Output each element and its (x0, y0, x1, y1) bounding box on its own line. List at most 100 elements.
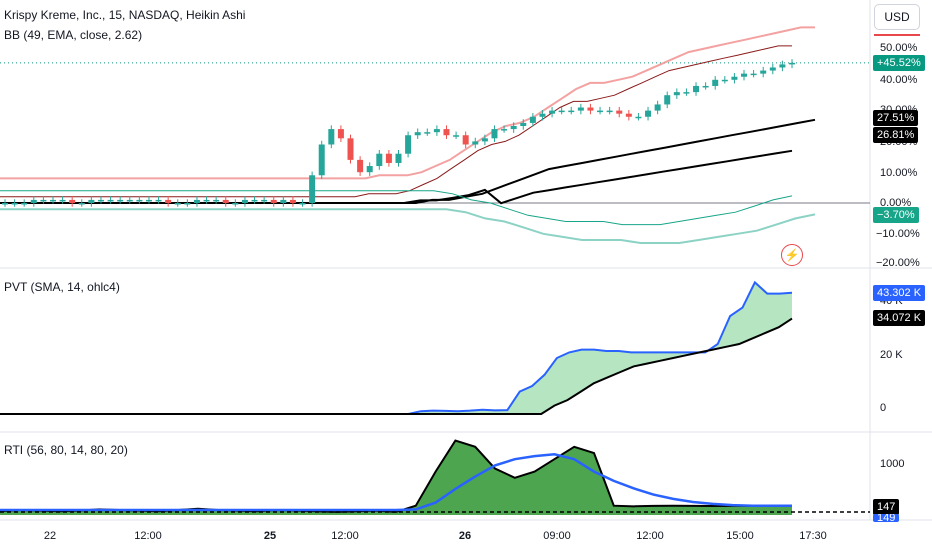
bb-outer-lower-line (0, 208, 816, 244)
x-tick-label: 22 (43, 530, 57, 542)
candle-body (222, 199, 229, 203)
rti-axis-label: 1000 (880, 458, 905, 470)
price-axis-label: 0.00% (880, 197, 912, 209)
candle-body (549, 110, 556, 114)
pvt-signal-line (0, 317, 793, 415)
bb-upper-line (0, 45, 792, 198)
candle-body (424, 132, 431, 134)
candle-body (251, 199, 258, 202)
rti-ma-line (0, 452, 792, 512)
candle-body (645, 110, 652, 117)
candle-body (107, 199, 114, 202)
chart-title: Krispy Kreme, Inc., 15, NASDAQ, Heikin A… (4, 8, 246, 22)
candle-body (289, 199, 296, 203)
candle-body (750, 73, 757, 76)
candle-body (88, 199, 95, 203)
pvt-axis-label: 0 (880, 402, 887, 414)
candle-body (481, 138, 488, 142)
candle-body (654, 104, 661, 111)
rti-value-tag-2: 149 (873, 514, 900, 522)
candle-body (472, 141, 479, 145)
candle-body (779, 64, 786, 68)
pvt-line (0, 280, 793, 415)
x-tick-label: 17:30 (799, 530, 827, 542)
candle-body (683, 92, 690, 94)
candle-body (712, 79, 719, 86)
bb-lower-tag: −3.70% (873, 207, 919, 223)
bb-outer-upper-line (0, 26, 815, 180)
candle-body (270, 199, 277, 203)
candle-body (443, 129, 450, 136)
candle-body (625, 113, 632, 117)
candle-body (261, 199, 268, 202)
price-axis-label: −20.00% (876, 257, 920, 269)
bb-legend[interactable]: BB (49, EMA, close, 2.62) (4, 28, 143, 42)
candle-body (155, 199, 162, 202)
candle-body (299, 203, 306, 205)
pvt-fill-area (0, 282, 792, 414)
candle-body (453, 135, 460, 137)
price-axis-label: 40.00% (880, 74, 918, 86)
x-tick-label: 25 (263, 530, 277, 542)
candle-body (232, 203, 239, 205)
candle-body (97, 199, 104, 202)
candle-body (11, 203, 18, 205)
candle-body (78, 203, 85, 205)
bb-inner-basis-line (0, 149, 793, 205)
candle-body (395, 153, 402, 163)
candle-body (69, 199, 76, 203)
candle-body (126, 199, 133, 202)
candle-body (328, 129, 335, 145)
x-tick-label: 12:00 (134, 530, 162, 542)
candle-body (721, 79, 728, 82)
candle-body (241, 199, 248, 203)
candle-body (366, 166, 373, 173)
candle-body (702, 85, 709, 88)
x-tick-label: 15:00 (726, 530, 754, 542)
candle-body (568, 110, 575, 113)
candle-body (347, 138, 354, 160)
candle-body (510, 126, 517, 130)
candle-body (529, 116, 536, 123)
rti-legend[interactable]: RTI (56, 80, 14, 80, 20) (4, 443, 128, 457)
candle-body (213, 199, 220, 202)
lightning-icon[interactable]: ⚡ (781, 244, 803, 266)
candle-body (731, 76, 738, 80)
candle-body (318, 144, 325, 176)
pvt-axis-label: 20 K (880, 349, 903, 361)
candle-body (145, 199, 152, 202)
candle-body (385, 153, 392, 163)
price-axis-label: 50.00% (880, 42, 918, 54)
candle-body (203, 199, 210, 202)
candle-body (587, 107, 594, 111)
pvt-legend[interactable]: PVT (SMA, 14, ohlc4) (4, 280, 120, 294)
candle-body (597, 110, 604, 113)
candle-body (760, 70, 767, 74)
candle-body (49, 199, 56, 202)
x-tick-label: 12:00 (331, 530, 359, 542)
candle-body (337, 129, 344, 139)
candle-body (165, 199, 172, 203)
candle-body (376, 153, 383, 167)
rti-value-tag: 147 (873, 499, 900, 515)
currency-button[interactable]: USD (874, 4, 920, 30)
candle-body (193, 199, 200, 203)
candle-body (664, 95, 671, 105)
bb-mid-tag: 26.81% (873, 127, 919, 143)
candle-body (414, 132, 421, 136)
price-axis-label: 10.00% (880, 167, 918, 179)
last-price-tag: +45.52% (873, 55, 925, 71)
candle-body (606, 110, 613, 113)
candle-body (539, 113, 546, 117)
candle-body (357, 159, 364, 173)
candle-body (693, 85, 700, 93)
candle-body (21, 203, 28, 205)
candle-body (174, 203, 181, 205)
candle-body (789, 62, 795, 65)
candle-body (136, 199, 143, 202)
candle-body (433, 129, 440, 133)
candle-body (2, 203, 8, 205)
candle-body (577, 107, 584, 111)
candle-body (59, 199, 66, 202)
